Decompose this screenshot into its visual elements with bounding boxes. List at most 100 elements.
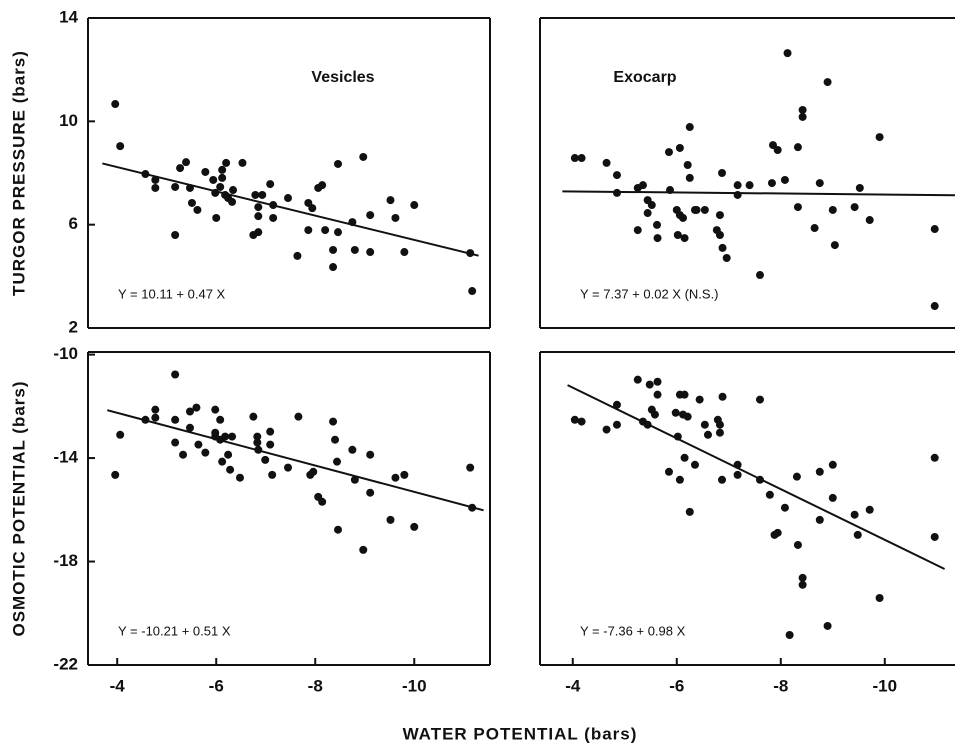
point — [253, 432, 262, 441]
point — [647, 201, 656, 210]
point — [366, 488, 375, 497]
point — [222, 158, 231, 167]
point — [182, 158, 191, 167]
point — [695, 395, 704, 404]
point — [179, 450, 188, 459]
point — [266, 427, 275, 436]
point — [930, 453, 939, 462]
point — [773, 528, 782, 537]
point — [194, 440, 203, 449]
point — [216, 415, 225, 424]
point — [321, 226, 330, 235]
point — [254, 212, 263, 221]
point — [350, 245, 359, 254]
point — [201, 448, 210, 457]
point — [643, 209, 652, 218]
regression-line — [567, 384, 946, 570]
point — [718, 169, 727, 177]
point — [258, 190, 267, 199]
point — [226, 465, 235, 474]
point — [218, 165, 227, 174]
point — [685, 507, 694, 516]
point — [793, 540, 802, 549]
point — [171, 370, 180, 379]
point — [810, 224, 819, 233]
point — [151, 413, 160, 422]
point — [111, 100, 120, 109]
point — [755, 395, 764, 404]
point — [329, 263, 338, 272]
point — [715, 211, 724, 220]
point — [715, 428, 724, 437]
point — [798, 580, 807, 589]
point — [865, 216, 874, 225]
point — [680, 390, 689, 399]
point — [318, 181, 327, 190]
point — [171, 415, 180, 424]
point — [221, 432, 230, 441]
point — [266, 440, 275, 449]
point — [780, 175, 789, 184]
point — [334, 525, 343, 534]
point — [151, 175, 160, 184]
point — [612, 171, 621, 180]
point — [765, 490, 774, 499]
point — [664, 148, 673, 157]
point — [798, 105, 807, 114]
equation: Y = 10.11 + 0.47 X — [118, 286, 226, 301]
point — [733, 470, 742, 479]
point — [294, 412, 303, 421]
y-tick-label: -22 — [53, 654, 78, 673]
point — [675, 143, 684, 152]
point — [815, 467, 824, 476]
point — [218, 173, 227, 182]
point — [400, 248, 409, 257]
point — [228, 432, 237, 441]
x-tick-label: -6 — [669, 676, 684, 695]
point — [212, 213, 221, 222]
x-tick-label: -10 — [402, 676, 427, 695]
point — [793, 143, 802, 152]
point — [329, 245, 338, 254]
point — [348, 445, 357, 454]
point — [410, 522, 419, 531]
point — [798, 573, 807, 582]
point — [187, 198, 196, 207]
point — [645, 380, 654, 389]
point — [612, 420, 621, 429]
point — [692, 205, 701, 214]
point — [855, 183, 864, 192]
point — [235, 473, 244, 482]
point — [773, 146, 782, 155]
point — [176, 164, 185, 173]
point — [792, 472, 801, 481]
point — [733, 181, 742, 190]
point — [268, 470, 277, 479]
point — [391, 473, 400, 482]
point — [192, 403, 201, 412]
point — [785, 630, 794, 639]
point — [224, 450, 233, 459]
point — [329, 417, 338, 426]
regression-line — [102, 162, 479, 257]
point — [359, 152, 368, 161]
point — [875, 594, 884, 603]
point — [386, 196, 395, 205]
point — [700, 205, 709, 214]
point — [673, 231, 682, 239]
point — [254, 203, 263, 212]
point — [718, 475, 727, 484]
panel-title: Exocarp — [613, 69, 676, 86]
point — [633, 226, 642, 235]
point — [269, 213, 278, 222]
point — [171, 182, 180, 191]
y-tick-label: 14 — [59, 7, 78, 26]
point — [767, 179, 776, 188]
regression-line — [107, 409, 484, 512]
y-tick-label: 6 — [69, 214, 78, 233]
point — [793, 203, 802, 212]
point — [850, 510, 859, 519]
point — [111, 470, 120, 479]
point — [650, 410, 659, 419]
point — [745, 181, 754, 190]
